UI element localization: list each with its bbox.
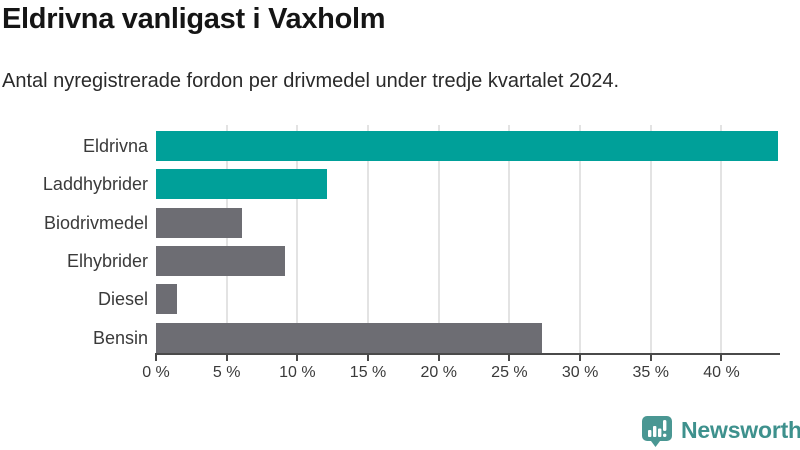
x-axis-tick-25 xyxy=(508,355,511,361)
x-axis-tick-label-5: 5 % xyxy=(212,364,241,381)
x-axis-tick-label-40: 40 % xyxy=(703,364,740,381)
x-axis-tick-label-15: 15 % xyxy=(349,364,387,381)
category-label-eldrivna: Eldrivna xyxy=(82,136,148,156)
x-axis-tick-label-35: 35 % xyxy=(632,364,669,381)
x-axis-tick-15 xyxy=(367,355,370,361)
chart-subtitle: Antal nyregistrerade fordon per drivmede… xyxy=(2,70,620,92)
x-axis-line xyxy=(155,353,780,355)
x-axis-tick-label-20: 20 % xyxy=(420,364,457,381)
category-label-bensin: Bensin xyxy=(92,327,148,348)
x-axis-tick-10 xyxy=(296,355,299,361)
bar-bensin xyxy=(156,322,542,353)
chart-title: Eldrivna vanligast i Vaxholm xyxy=(2,3,386,35)
bar-eldrivna xyxy=(156,131,778,161)
x-axis-tick-30 xyxy=(579,355,582,361)
category-label-diesel: Diesel xyxy=(97,289,148,310)
category-label-elhybrider: Elhybrider xyxy=(66,250,148,271)
gridline-5-percent xyxy=(225,125,228,353)
gridline-10-percent xyxy=(296,125,299,353)
x-axis-tick-5 xyxy=(225,355,228,361)
bar-elhybrider xyxy=(156,245,285,276)
category-label-biodrivmedel: Biodrivmedel xyxy=(43,212,148,233)
x-axis-tick-label-10: 10 % xyxy=(279,364,316,381)
gridline-15-percent xyxy=(367,125,370,353)
bar-biodrivmedel xyxy=(156,207,243,238)
gridline-20-percent xyxy=(437,125,440,353)
newsworthy-logo-text: Newsworthy xyxy=(681,417,800,443)
x-axis-tick-label-25: 25 % xyxy=(491,364,528,381)
gridline-25-percent xyxy=(508,125,511,353)
x-axis-tick-35 xyxy=(649,355,652,361)
x-axis-tick-label-30: 30 % xyxy=(561,364,599,381)
newsworthy-logo: Newsworthy xyxy=(641,415,800,448)
gridline-40-percent xyxy=(720,125,723,353)
bar-diesel xyxy=(156,284,178,315)
x-axis-tick-label-0: 0 % xyxy=(142,364,170,381)
x-axis-tick-20 xyxy=(437,355,440,361)
newsworthy-logo-icon xyxy=(642,416,672,447)
category-label-laddhybrider: Laddhybrider xyxy=(42,174,148,195)
gridline-35-percent xyxy=(649,125,652,353)
x-axis-tick-40 xyxy=(720,355,723,361)
gridline-30-percent xyxy=(579,125,582,353)
x-axis-tick-0 xyxy=(155,355,157,361)
bar-laddhybrider xyxy=(156,169,328,200)
